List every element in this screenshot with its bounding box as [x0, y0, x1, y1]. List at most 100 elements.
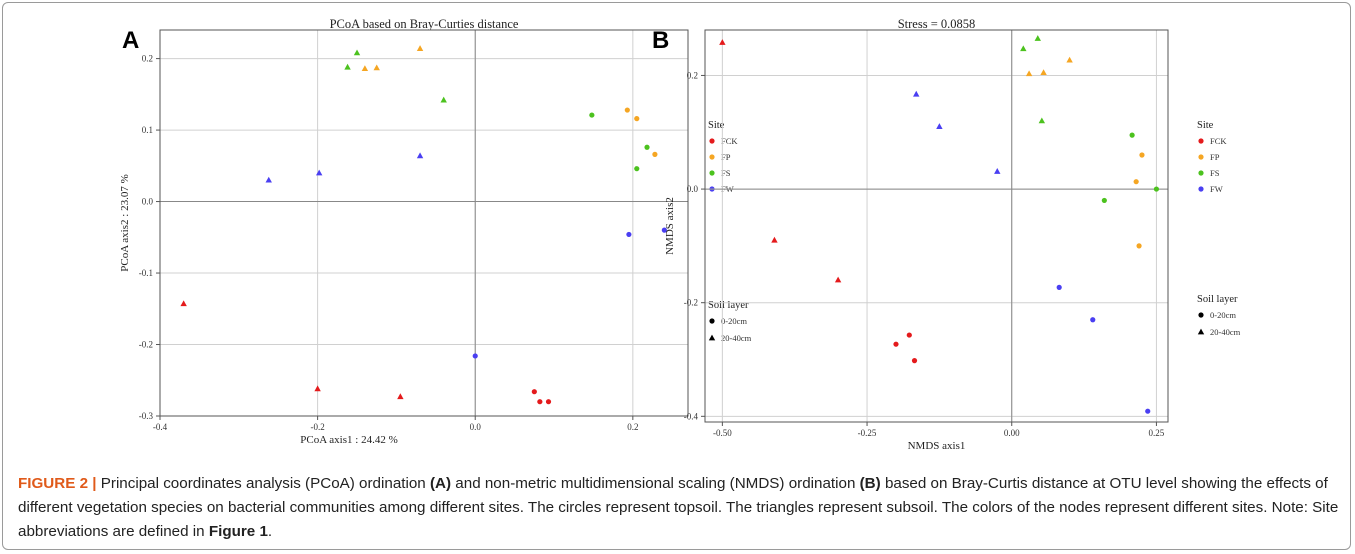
y-tick-label: -0.3 — [139, 411, 154, 421]
caption-run: and non-metric multidimensional scaling … — [451, 475, 860, 492]
point-fp-subsoil — [1025, 70, 1033, 77]
plot-frame — [704, 29, 1169, 423]
caption-run: Figure 1 — [208, 523, 268, 540]
legend-layer-title: Soil layer — [708, 300, 749, 311]
figure-charts: A PCoA based on Bray-Curties distance -0.4… — [119, 17, 1241, 452]
legend-site-marker — [1198, 170, 1204, 176]
chart-panel-b: B Stress = 0.0858 -0.50 -0.25 0.00 0.25 -0.4 -0… — [652, 17, 1241, 452]
point-fp-subsoil — [361, 65, 369, 71]
point-fs-topsoil — [634, 166, 640, 172]
y-tick-label: -0.1 — [139, 268, 153, 278]
legend-site-label: FP — [1210, 152, 1220, 162]
chart-title: Stress = 0.0858 — [898, 17, 976, 31]
y-tick-label: 0.1 — [142, 125, 153, 135]
x-axis-label: NMDS axis1 — [908, 440, 966, 452]
figure-caption: FIGURE 2 | Principal coordinates analysi… — [18, 472, 1340, 544]
x-tick-label: 0.0 — [470, 422, 482, 432]
x-tick-label: -0.50 — [713, 428, 732, 438]
legend-layer-marker — [709, 318, 715, 324]
x-axis-label: PCoA axis1 : 24.42 % — [300, 434, 397, 446]
legend-site-label: FS — [1210, 168, 1220, 178]
point-fs-topsoil — [644, 144, 650, 150]
caption-label: FIGURE 2 | — [18, 475, 97, 492]
legend-site-label: FW — [1210, 184, 1223, 194]
point-fs-topsoil — [1129, 132, 1135, 138]
caption-run: (A) — [429, 475, 452, 492]
legend-site-label: FCK — [721, 136, 738, 146]
y-tick-label: -0.2 — [139, 340, 153, 350]
legend-site-marker — [709, 138, 715, 144]
x-tick-label: 0.00 — [1004, 428, 1020, 438]
caption-run: . — [267, 523, 273, 540]
point-fp-subsoil — [416, 45, 424, 51]
legend-layer-label: 0-20cm — [1210, 310, 1236, 320]
legend-layer-marker — [708, 334, 716, 341]
point-fck-topsoil — [531, 389, 537, 395]
point-fck-subsoil — [771, 236, 778, 243]
legend-layer-title: Soil layer — [1197, 294, 1238, 305]
point-fp-subsoil — [1066, 56, 1073, 63]
point-fs-topsoil — [1101, 197, 1107, 204]
panel-letter: A — [122, 27, 139, 54]
point-fw-topsoil — [472, 353, 478, 359]
point-fs-subsoil — [1038, 117, 1046, 124]
point-fp-subsoil — [1040, 69, 1047, 76]
legend-site-label: FCK — [1210, 136, 1227, 146]
point-fck-topsoil — [906, 332, 912, 338]
caption-run: Principal coordinates analysis (PCoA) or… — [100, 475, 430, 492]
x-tick-label: 0.2 — [627, 422, 638, 432]
point-fp-topsoil — [634, 116, 640, 122]
y-tick-label: -0.4 — [684, 411, 699, 421]
legend-site-label: FP — [721, 152, 731, 162]
point-fp-topsoil — [1136, 243, 1142, 249]
point-fck-topsoil — [893, 341, 899, 347]
point-fw-topsoil — [626, 231, 632, 238]
caption-body: Principal coordinates analysis (PCoA) or… — [18, 475, 1338, 540]
legend-site-marker — [1198, 186, 1204, 192]
y-axis-label: PCoA axis2 : 23.07 % — [119, 174, 131, 271]
point-fs-subsoil — [344, 63, 351, 70]
point-fs-topsoil — [1153, 186, 1160, 192]
point-fs-subsoil — [353, 49, 361, 56]
legend-layer-label: 0-20cm — [721, 316, 747, 326]
point-fw-subsoil — [315, 169, 323, 176]
panel-letter: B — [652, 27, 669, 54]
legend-site-marker — [709, 170, 715, 176]
point-fck-subsoil — [397, 393, 404, 400]
point-fw-subsoil — [265, 176, 272, 183]
point-fck-subsoil — [314, 385, 321, 392]
chart-title: PCoA based on Bray-Curties distance — [330, 17, 519, 31]
y-tick-label: 0.0 — [142, 197, 154, 207]
point-fw-subsoil — [416, 152, 424, 159]
point-fw-subsoil — [913, 90, 920, 97]
legend-site-marker — [1198, 138, 1204, 144]
point-fw-topsoil — [1145, 408, 1151, 414]
x-tick-label: -0.25 — [858, 428, 877, 438]
x-tick-label: 0.25 — [1149, 428, 1165, 438]
point-fp-topsoil — [1139, 152, 1145, 158]
point-fp-topsoil — [652, 151, 658, 157]
point-fck-subsoil — [719, 39, 726, 45]
point-fck-topsoil — [545, 399, 552, 405]
plot-frame — [159, 29, 689, 417]
point-fw-topsoil — [661, 227, 667, 233]
y-tick-label: 0.2 — [142, 54, 153, 64]
y-axis-label: NMDS axis2 — [664, 197, 676, 255]
x-tick-label: -0.4 — [153, 422, 168, 432]
legend-layer-label: 20-40cm — [721, 333, 752, 343]
chart-panel-a: A PCoA based on Bray-Curties distance -0.4… — [119, 17, 752, 446]
point-fs-subsoil — [440, 96, 447, 103]
point-fck-subsoil — [180, 300, 187, 307]
x-tick-label: -0.2 — [310, 422, 324, 432]
legend-layer-marker — [1197, 328, 1205, 335]
point-fw-subsoil — [936, 123, 943, 129]
point-fs-subsoil — [1020, 45, 1027, 52]
point-fw-topsoil — [1090, 317, 1096, 323]
y-tick-label: 0.0 — [687, 184, 699, 194]
point-fs-topsoil — [589, 112, 595, 118]
point-fw-subsoil — [994, 168, 1001, 174]
y-tick-label: -0.2 — [684, 298, 698, 308]
legend-layer-marker — [1198, 312, 1204, 318]
point-fs-subsoil — [1034, 35, 1041, 41]
